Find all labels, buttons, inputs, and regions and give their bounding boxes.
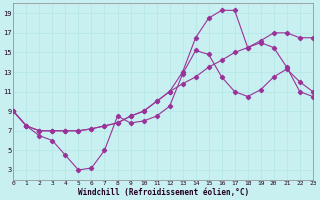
X-axis label: Windchill (Refroidissement éolien,°C): Windchill (Refroidissement éolien,°C) bbox=[77, 188, 249, 197]
